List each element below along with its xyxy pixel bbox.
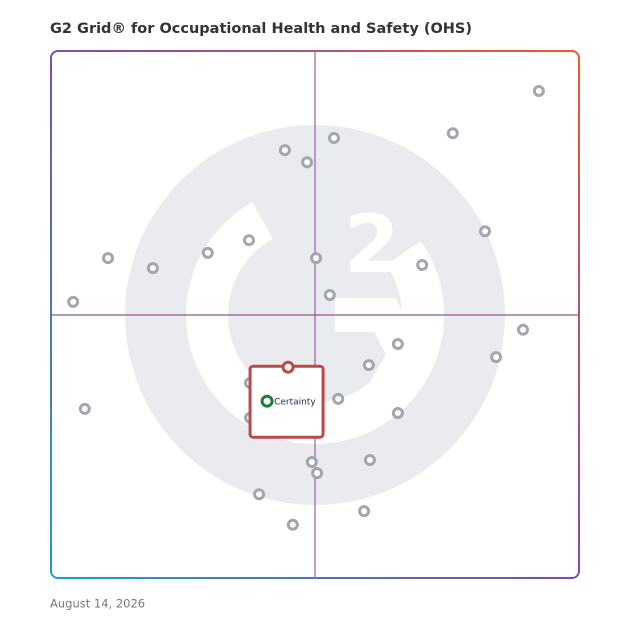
point <box>286 518 299 531</box>
date: August 14, 2026 <box>50 597 145 611</box>
point <box>490 351 503 364</box>
point <box>446 127 459 140</box>
point <box>102 252 115 265</box>
point <box>391 338 404 351</box>
point <box>311 467 324 480</box>
point <box>332 392 345 405</box>
chart-title: G2 Grid® for Occupational Health and Saf… <box>50 21 472 37</box>
point <box>323 289 336 302</box>
svg-text:2: 2 <box>344 198 400 291</box>
point <box>310 252 323 265</box>
point <box>146 262 159 275</box>
point <box>67 295 80 308</box>
point <box>328 131 341 144</box>
point <box>362 359 375 372</box>
point <box>358 505 371 518</box>
point <box>416 258 429 271</box>
point <box>517 323 530 336</box>
point <box>201 246 214 259</box>
point <box>363 453 376 466</box>
point <box>253 488 266 501</box>
highlight-point <box>281 360 295 374</box>
point <box>532 85 545 98</box>
point <box>479 225 492 238</box>
point <box>305 456 318 469</box>
point <box>243 234 255 247</box>
highlight-label: Certainty <box>274 398 316 408</box>
point <box>301 156 314 169</box>
point <box>278 144 291 157</box>
point <box>78 402 91 415</box>
point <box>391 407 404 420</box>
logo-icon <box>260 394 274 408</box>
